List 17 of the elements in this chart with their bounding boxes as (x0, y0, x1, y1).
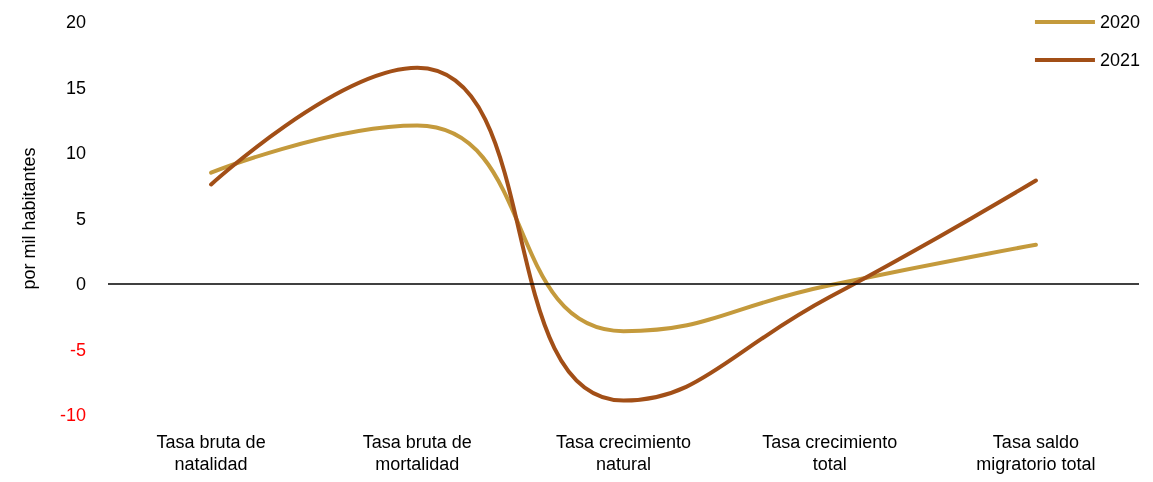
y-axis-title: por mil habitantes (19, 147, 39, 290)
line-series (209, 65, 1038, 403)
y-tick-label: 20 (65, 12, 86, 32)
y-tick-label: 0 (75, 274, 86, 294)
x-tick-label: Tasa saldo migratorio total (976, 432, 1096, 474)
line-series (209, 123, 1038, 334)
x-tick-label: Tasa crecimiento total (762, 432, 898, 474)
y-tick-label: -10 (59, 405, 86, 425)
y-tick-label: 5 (75, 208, 86, 229)
y-tick-label: 15 (65, 77, 86, 98)
y-tick-label: -5 (69, 339, 86, 360)
x-tick-label: Tasa bruta de natalidad (156, 432, 266, 474)
x-tick-label: Tasa crecimiento natural (555, 432, 692, 474)
y-tick-label: 10 (65, 143, 86, 163)
legend-label: 2021 (1099, 50, 1140, 70)
x-tick-label: Tasa bruta de mortalidad (362, 432, 472, 474)
legend-label: 2020 (1099, 12, 1140, 32)
